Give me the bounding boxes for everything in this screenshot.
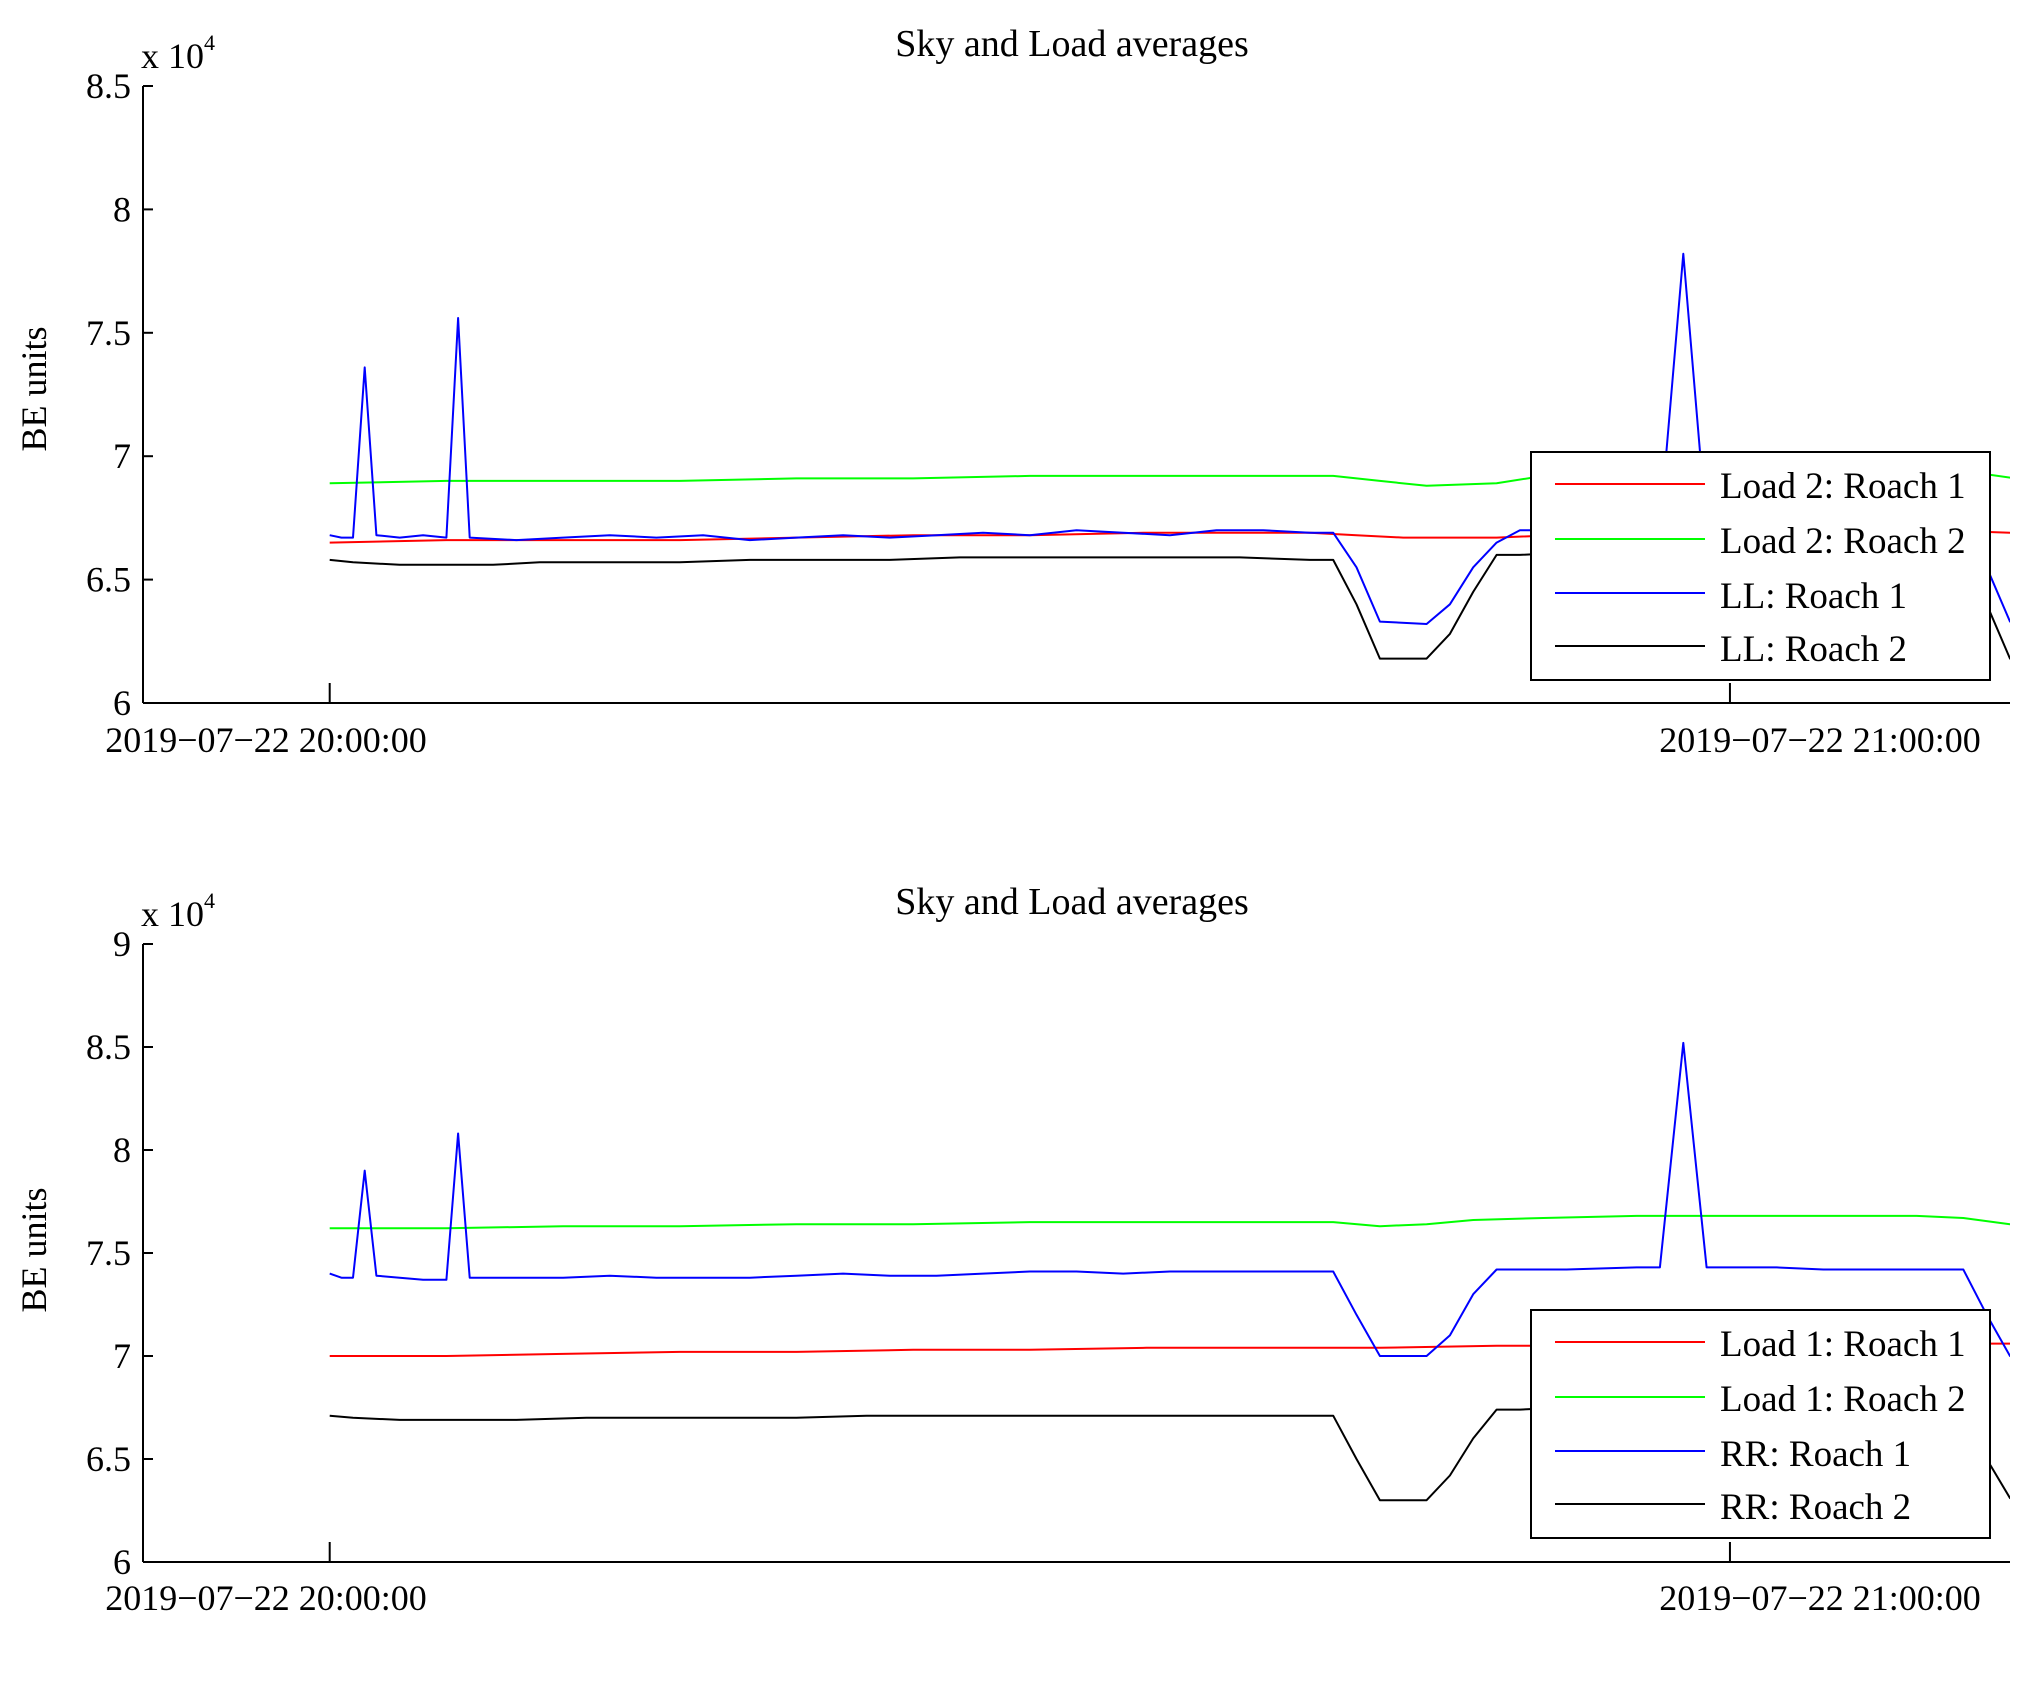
chart-top-series-2 [329, 252, 2010, 625]
chart-bottom-x-ticks: 2019−07−22 20:00:00 2019−07−22 21:00:00 [105, 1542, 1981, 1618]
chart-bottom-ytick-label-4: 8 [113, 1130, 131, 1170]
chart-bottom-ytick-label-5: 8.5 [86, 1027, 131, 1067]
chart-top-series-3 [329, 551, 2010, 660]
chart-top-multiplier: x 104 [141, 30, 215, 76]
chart-bottom-series-0 [329, 1342, 2010, 1357]
chart-bottom-series-2 [329, 1041, 2010, 1357]
chart-bottom-multiplier-base: x 10 [141, 894, 204, 934]
chart-top-y-ticks: 6 6.5 7 7.5 8 8.5 [86, 66, 153, 723]
chart-bottom-ylabel: BE units [14, 1187, 54, 1312]
chart-bottom-series-3 [329, 1406, 2010, 1502]
chart-bottom-ytick-label-2: 7 [113, 1336, 131, 1376]
chart-top-series-1 [329, 470, 2010, 487]
chart-bottom-legend-label-1: Load 1: Roach 2 [1720, 1379, 1966, 1420]
chart-top-legend-label-3: LL: Roach 2 [1720, 629, 1907, 670]
chart-top-ytick-label-2: 7 [113, 436, 131, 476]
chart-bottom-legend-box [1530, 1309, 1991, 1539]
chart-bottom: Sky and Load averages x 104 BE units 6 6.… [14, 881, 2010, 1618]
chart-bottom-xtick-label-0: 2019−07−22 20:00:00 [105, 1578, 427, 1618]
chart-top-legend-label-0: Load 2: Roach 1 [1720, 466, 1966, 507]
chart-top-xtick-label-1: 2019−07−22 21:00:00 [1659, 720, 1981, 760]
chart-bottom-legend-label-2: RR: Roach 1 [1720, 1434, 1911, 1475]
chart-bottom-ytick-label-3: 7.5 [86, 1233, 131, 1273]
chart-top-ytick-label-5: 8.5 [86, 66, 131, 106]
chart-bottom-series-1 [329, 1214, 2010, 1230]
chart-top-ytick-label-0: 6 [113, 683, 131, 723]
chart-top-ytick-label-1: 6.5 [86, 560, 131, 600]
chart-top-ytick-label-4: 8 [113, 189, 131, 229]
chart-top-multiplier-base: x 10 [141, 36, 204, 76]
chart-bottom-multiplier-exponent: 4 [204, 888, 215, 913]
chart-bottom-title: Sky and Load averages [895, 881, 1249, 923]
chart-top-series-group [329, 252, 2010, 660]
chart-top-ylabel: BE units [14, 326, 54, 451]
chart-top-legend-label-2: LL: Roach 1 [1720, 576, 1907, 617]
chart-bottom-y-ticks: 6 6.5 7 7.5 8 8.5 9 [86, 924, 153, 1582]
chart-top-ytick-label-3: 7.5 [86, 313, 131, 353]
chart-bottom-legend-label-0: Load 1: Roach 1 [1720, 1324, 1966, 1365]
chart-bottom-series-group [329, 1041, 2010, 1502]
chart-bottom-ytick-label-0: 6 [113, 1542, 131, 1582]
chart-top-legend: Load 2: Roach 1 Load 2: Roach 2 LL: Roac… [1530, 451, 1991, 681]
chart-bottom-xtick-label-1: 2019−07−22 21:00:00 [1659, 1578, 1981, 1618]
chart-bottom-ytick-label-6: 9 [113, 924, 131, 964]
chart-bottom-multiplier: x 104 [141, 888, 215, 934]
chart-bottom-ytick-label-1: 6.5 [86, 1439, 131, 1479]
chart-top-title: Sky and Load averages [895, 23, 1249, 65]
chart-bottom-legend-label-3: RR: Roach 2 [1720, 1487, 1911, 1528]
chart-bottom-legend: Load 1: Roach 1 Load 1: Roach 2 RR: Roac… [1530, 1309, 1991, 1539]
chart-top: Sky and Load averages x 104 BE units 6 6.… [14, 23, 2010, 760]
chart-top-xtick-label-0: 2019−07−22 20:00:00 [105, 720, 427, 760]
chart-top-legend-box [1530, 451, 1991, 681]
chart-top-legend-label-1: Load 2: Roach 2 [1720, 521, 1966, 562]
chart-top-x-ticks: 2019−07−22 20:00:00 2019−07−22 21:00:00 [105, 683, 1981, 760]
chart-top-multiplier-exponent: 4 [204, 30, 215, 55]
